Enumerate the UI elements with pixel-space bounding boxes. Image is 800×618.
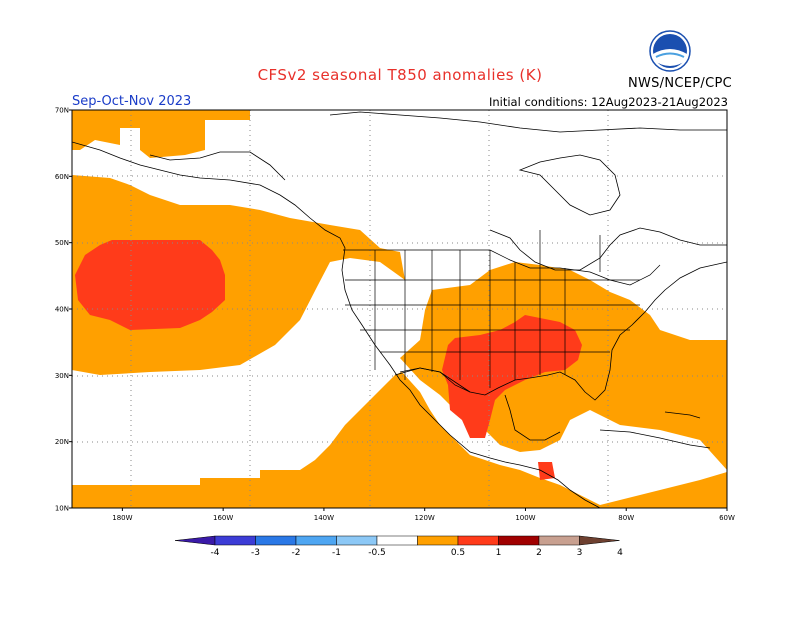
colorbar-label: -1 bbox=[332, 548, 341, 558]
latitude-tick-label: 10N bbox=[55, 505, 69, 513]
colorbar-segment bbox=[295, 535, 337, 546]
initial-conditions-label: Initial conditions: 12Aug2023-21Aug2023 bbox=[488, 95, 728, 109]
colorbar-label: -0.5 bbox=[368, 548, 386, 558]
longitude-tick-label: 140W bbox=[314, 514, 334, 522]
graticule bbox=[72, 110, 727, 508]
anomaly-1-to-2-region bbox=[538, 462, 555, 480]
longitude-axis: 180W 160W 140W 120W 100W 80W 60W bbox=[112, 508, 735, 522]
latitude-axis: 70N 60N 50N 40N 30N 20N 10N bbox=[55, 107, 72, 513]
longitude-tick-label: 120W bbox=[415, 514, 435, 522]
colorbar-right-arrow bbox=[579, 535, 620, 546]
noaa-logo-icon bbox=[649, 30, 691, 72]
colorbar-label: -4 bbox=[211, 548, 220, 558]
colorbar-label: 4 bbox=[617, 548, 623, 558]
colorbar-label: 3 bbox=[577, 548, 583, 558]
longitude-tick-label: 180W bbox=[112, 514, 132, 522]
colorbar-segment bbox=[255, 535, 297, 546]
colorbar-label: 0.5 bbox=[451, 548, 465, 558]
colorbar-label: -3 bbox=[251, 548, 260, 558]
latitude-tick-label: 30N bbox=[55, 372, 69, 380]
colorbar-segment bbox=[336, 535, 378, 546]
colorbar-left-arrow bbox=[174, 535, 216, 546]
colorbar-segment bbox=[376, 535, 418, 546]
colorbar-segment bbox=[498, 535, 540, 546]
longitude-tick-label: 160W bbox=[213, 514, 233, 522]
longitude-tick-label: 100W bbox=[515, 514, 535, 522]
colorbar-segment bbox=[214, 535, 256, 546]
anomaly-0-5-to-1-region bbox=[72, 110, 250, 158]
agency-label: NWS/NCEP/CPC bbox=[627, 76, 732, 91]
longitude-tick-label: 80W bbox=[618, 514, 634, 522]
latitude-tick-label: 40N bbox=[55, 306, 69, 314]
anomaly-1-to-2-region bbox=[75, 240, 225, 330]
political-borders bbox=[343, 230, 661, 393]
colorbar-label: -2 bbox=[292, 548, 301, 558]
colorbar-label: 1 bbox=[496, 548, 502, 558]
colorbar-segment bbox=[457, 535, 499, 546]
latitude-tick-label: 70N bbox=[55, 107, 69, 115]
period-label: Sep-Oct-Nov 2023 bbox=[72, 94, 192, 109]
anomaly-0-5-to-1-region bbox=[72, 372, 727, 508]
colorbar-label: 2 bbox=[536, 548, 542, 558]
map-title: CFSv2 seasonal T850 anomalies (K) bbox=[257, 66, 543, 84]
latitude-tick-label: 60N bbox=[55, 173, 69, 181]
colorbar-segment bbox=[538, 535, 580, 546]
colorbar-segment bbox=[417, 535, 459, 546]
latitude-tick-label: 20N bbox=[55, 438, 69, 446]
longitude-tick-label: 60W bbox=[719, 514, 735, 522]
latitude-tick-label: 50N bbox=[55, 239, 69, 247]
colorbar: -4 -3 -2 -1 -0.5 0.5 1 2 3 4 bbox=[174, 535, 623, 558]
